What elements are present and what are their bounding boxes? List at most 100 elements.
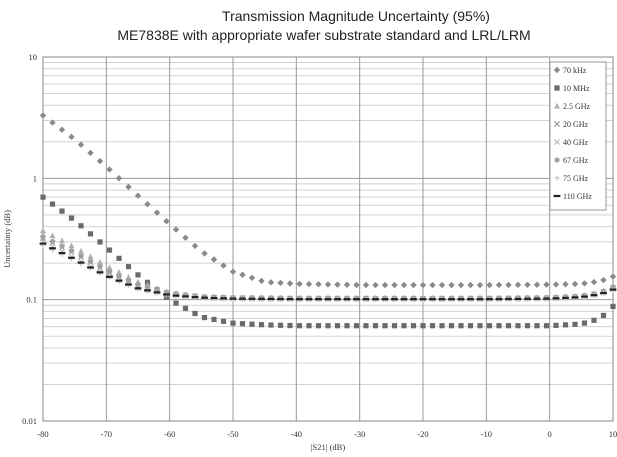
y-tick-label: 0.1 <box>26 295 37 305</box>
data-point <box>590 294 598 297</box>
y-tick-label: 10 <box>29 52 38 62</box>
data-point <box>49 247 56 250</box>
data-point <box>135 272 141 278</box>
data-point <box>286 297 294 301</box>
data-point <box>477 323 483 329</box>
data-point <box>344 323 350 329</box>
data-point <box>571 296 579 299</box>
data-point <box>68 215 75 221</box>
data-point <box>78 253 84 259</box>
data-point <box>144 284 151 291</box>
data-point <box>590 278 598 286</box>
data-point <box>58 126 66 133</box>
data-point <box>40 194 46 200</box>
data-point <box>448 323 455 329</box>
data-point <box>410 323 417 329</box>
grid-lines <box>42 57 614 422</box>
data-point <box>116 269 122 275</box>
data-point <box>600 291 607 295</box>
data-point <box>448 281 455 289</box>
data-point <box>486 298 493 301</box>
data-point <box>495 297 503 301</box>
data-point <box>429 323 436 329</box>
data-point <box>324 281 332 288</box>
data-point <box>277 322 284 328</box>
data-point <box>87 266 94 269</box>
data-point <box>315 298 322 301</box>
data-point <box>562 281 569 288</box>
data-point <box>609 273 617 280</box>
legend-label: 2.5 GHz <box>563 102 591 111</box>
data-point <box>315 281 322 288</box>
data-point <box>552 297 560 300</box>
data-point <box>286 280 294 287</box>
data-point <box>553 322 559 328</box>
data-point <box>353 298 360 301</box>
data-point <box>249 321 255 327</box>
legend-marker <box>553 66 561 74</box>
data-point <box>116 255 122 261</box>
data-point <box>87 258 94 264</box>
data-point <box>524 281 531 288</box>
data-point <box>210 296 218 300</box>
data-point <box>125 264 132 270</box>
data-point <box>220 318 227 324</box>
legend-marker <box>554 175 560 181</box>
data-point <box>230 320 236 326</box>
legend-label: 20 GHz <box>563 120 589 129</box>
data-point <box>153 291 161 294</box>
data-point <box>229 268 237 275</box>
data-point <box>172 294 180 297</box>
data-point <box>296 298 303 301</box>
data-point <box>87 149 94 157</box>
data-point <box>191 296 199 299</box>
data-point <box>154 287 160 293</box>
legend-marker <box>553 120 561 128</box>
data-point <box>239 321 246 327</box>
legend-label: 110 GHz <box>563 192 592 201</box>
data-point <box>610 284 616 290</box>
data-point <box>524 323 531 329</box>
data-point <box>296 323 303 329</box>
data-point <box>106 264 113 271</box>
data-point <box>486 281 493 289</box>
data-point <box>182 234 189 241</box>
data-point <box>438 281 446 289</box>
data-point <box>163 218 170 225</box>
data-point <box>505 281 512 289</box>
data-point <box>572 321 578 327</box>
data-point <box>609 288 617 291</box>
data-point <box>315 323 322 329</box>
data-point <box>134 192 142 199</box>
data-point <box>476 281 484 289</box>
data-point <box>381 298 389 301</box>
data-series <box>39 112 617 329</box>
data-point <box>419 298 427 301</box>
data-point <box>277 297 284 301</box>
data-point <box>515 323 521 329</box>
data-point <box>77 261 85 264</box>
data-point <box>372 323 379 329</box>
data-point <box>78 223 84 229</box>
data-point <box>467 298 474 301</box>
x-tick-label: -30 <box>354 429 365 439</box>
data-point <box>59 243 65 249</box>
data-point <box>87 253 94 260</box>
data-point <box>125 283 132 286</box>
data-point <box>457 298 465 301</box>
data-point <box>201 314 208 321</box>
data-point <box>400 298 408 301</box>
series-110-ghz <box>39 242 617 301</box>
data-point <box>571 280 579 288</box>
data-point <box>476 298 484 301</box>
data-point <box>467 281 474 289</box>
data-point <box>173 300 179 306</box>
data-point <box>581 280 588 287</box>
x-tick-label: 10 <box>609 429 617 439</box>
data-point <box>372 281 379 289</box>
data-point <box>58 251 66 255</box>
data-point <box>144 200 151 208</box>
data-point <box>40 234 46 240</box>
x-axis-title: |S21| (dB) <box>311 442 346 452</box>
